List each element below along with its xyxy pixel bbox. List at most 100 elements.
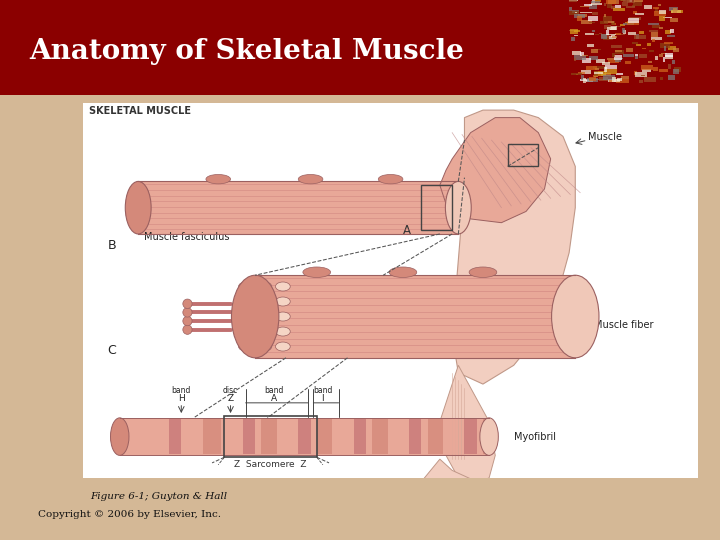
Bar: [649, 23, 659, 24]
Bar: [570, 11, 579, 16]
Bar: [608, 79, 620, 83]
Ellipse shape: [552, 275, 599, 358]
Bar: [614, 58, 624, 59]
Bar: [589, 56, 598, 60]
Bar: [606, 30, 609, 35]
Bar: [644, 5, 652, 9]
Bar: [581, 75, 584, 80]
Bar: [587, 44, 593, 48]
Text: B: B: [107, 239, 116, 252]
Bar: [580, 5, 590, 7]
Bar: [629, 0, 632, 2]
Bar: [629, 17, 641, 20]
Bar: [570, 37, 575, 41]
Bar: [624, 0, 631, 2]
Bar: [138, 181, 459, 234]
Bar: [668, 46, 676, 50]
Bar: [651, 32, 658, 37]
Bar: [580, 12, 592, 14]
Circle shape: [257, 312, 271, 321]
Bar: [593, 0, 595, 3]
Bar: [588, 78, 598, 82]
Circle shape: [276, 327, 290, 336]
Bar: [576, 74, 578, 75]
Bar: [632, 42, 639, 44]
Bar: [607, 27, 616, 30]
Bar: [634, 35, 647, 39]
Ellipse shape: [206, 174, 230, 184]
Bar: [610, 26, 617, 30]
Bar: [621, 76, 629, 79]
Bar: [639, 80, 643, 83]
Bar: [672, 69, 679, 75]
Bar: [644, 77, 657, 82]
Text: band: band: [171, 387, 191, 395]
Bar: [577, 16, 582, 21]
Bar: [582, 55, 588, 56]
Ellipse shape: [183, 299, 192, 308]
Bar: [593, 76, 598, 77]
Ellipse shape: [298, 174, 323, 184]
Bar: [626, 6, 635, 8]
Bar: [261, 419, 276, 454]
Bar: [636, 34, 639, 39]
Bar: [611, 6, 615, 9]
Bar: [569, 0, 720, 84]
Bar: [652, 38, 655, 42]
Bar: [659, 69, 668, 72]
Bar: [590, 1, 600, 3]
Bar: [571, 73, 582, 75]
Bar: [338, 419, 348, 454]
Bar: [588, 4, 597, 9]
Text: Muscle fiber: Muscle fiber: [594, 320, 653, 330]
Bar: [592, 30, 595, 31]
Bar: [595, 68, 599, 70]
Bar: [617, 78, 622, 81]
Bar: [590, 22, 595, 23]
Circle shape: [257, 282, 271, 291]
Bar: [655, 56, 658, 60]
Polygon shape: [452, 110, 575, 384]
Bar: [594, 71, 598, 76]
Text: Figure 6-1; Guyton & Hall: Figure 6-1; Guyton & Hall: [90, 492, 227, 501]
Circle shape: [238, 327, 253, 336]
Bar: [569, 0, 577, 1]
Ellipse shape: [469, 267, 497, 278]
Bar: [298, 419, 310, 454]
Bar: [586, 79, 593, 83]
Bar: [594, 76, 598, 77]
Circle shape: [276, 312, 290, 321]
Text: H: H: [178, 394, 184, 403]
Bar: [612, 77, 616, 82]
Circle shape: [276, 342, 290, 351]
Bar: [574, 58, 576, 61]
Bar: [574, 30, 580, 32]
Text: I: I: [322, 394, 324, 403]
Bar: [243, 419, 255, 454]
Bar: [421, 185, 452, 230]
Bar: [660, 27, 663, 29]
Bar: [591, 49, 598, 53]
Bar: [633, 1, 642, 6]
Bar: [582, 58, 590, 63]
Text: Z: Z: [228, 394, 233, 403]
Bar: [572, 51, 581, 55]
Bar: [613, 33, 625, 35]
Bar: [604, 25, 611, 29]
Bar: [595, 0, 601, 2]
Bar: [616, 79, 629, 83]
Bar: [611, 45, 621, 48]
Polygon shape: [421, 459, 501, 530]
Text: band: band: [264, 387, 284, 395]
Text: Muscle fasciculus: Muscle fasciculus: [145, 232, 230, 241]
Bar: [624, 30, 626, 34]
Bar: [647, 61, 652, 63]
Bar: [609, 36, 616, 39]
Bar: [635, 56, 638, 59]
Text: A: A: [271, 394, 276, 403]
Ellipse shape: [183, 308, 192, 317]
Bar: [611, 21, 616, 25]
Bar: [585, 4, 592, 6]
Ellipse shape: [389, 267, 417, 278]
Bar: [0, 0, 720, 94]
